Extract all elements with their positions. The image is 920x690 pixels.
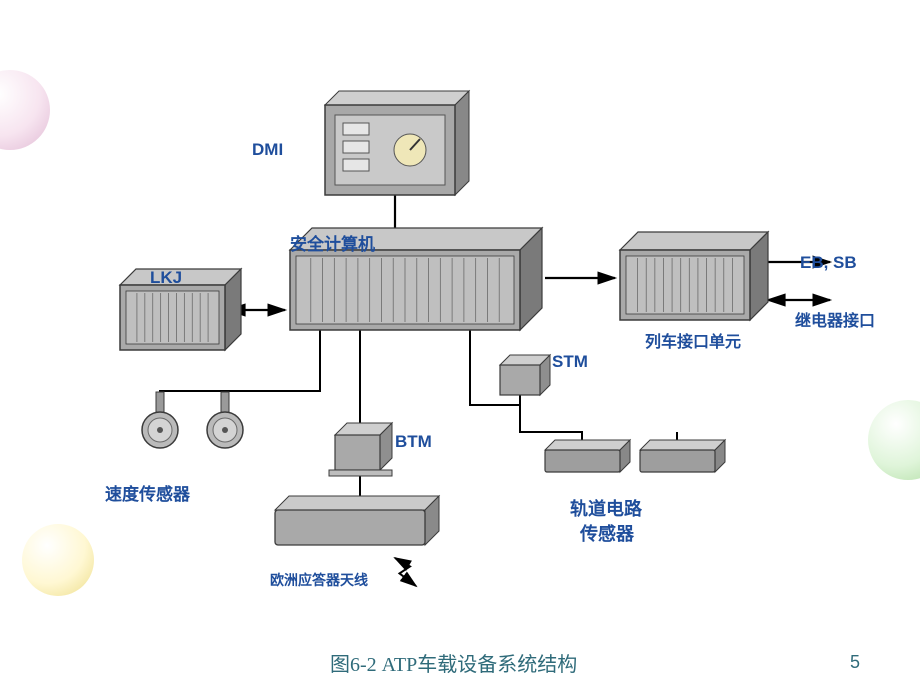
- label-stm: STM: [552, 352, 588, 372]
- label-eurobalise-antenna: 欧洲应答器天线: [270, 570, 368, 590]
- label-relay-interface: 继电器接口: [795, 307, 875, 331]
- label-train-interface-unit: 列车接口单元: [645, 328, 741, 352]
- page-number: 5: [850, 652, 860, 673]
- label-safety-computer: 安全计算机: [290, 230, 375, 255]
- label-btm: BTM: [395, 432, 432, 452]
- label-track-sensor-line1: 轨道电路: [570, 495, 642, 521]
- label-lkj: LKJ: [150, 268, 182, 288]
- label-eb-sb: EB, SB: [800, 253, 857, 273]
- label-speed-sensor: 速度传感器: [105, 480, 190, 505]
- atp-diagram: [0, 0, 920, 690]
- label-track-sensor-line2: 传感器: [580, 520, 634, 546]
- label-dmi: DMI: [252, 140, 283, 160]
- figure-caption: 图6-2 ATP车载设备系统结构: [330, 648, 577, 677]
